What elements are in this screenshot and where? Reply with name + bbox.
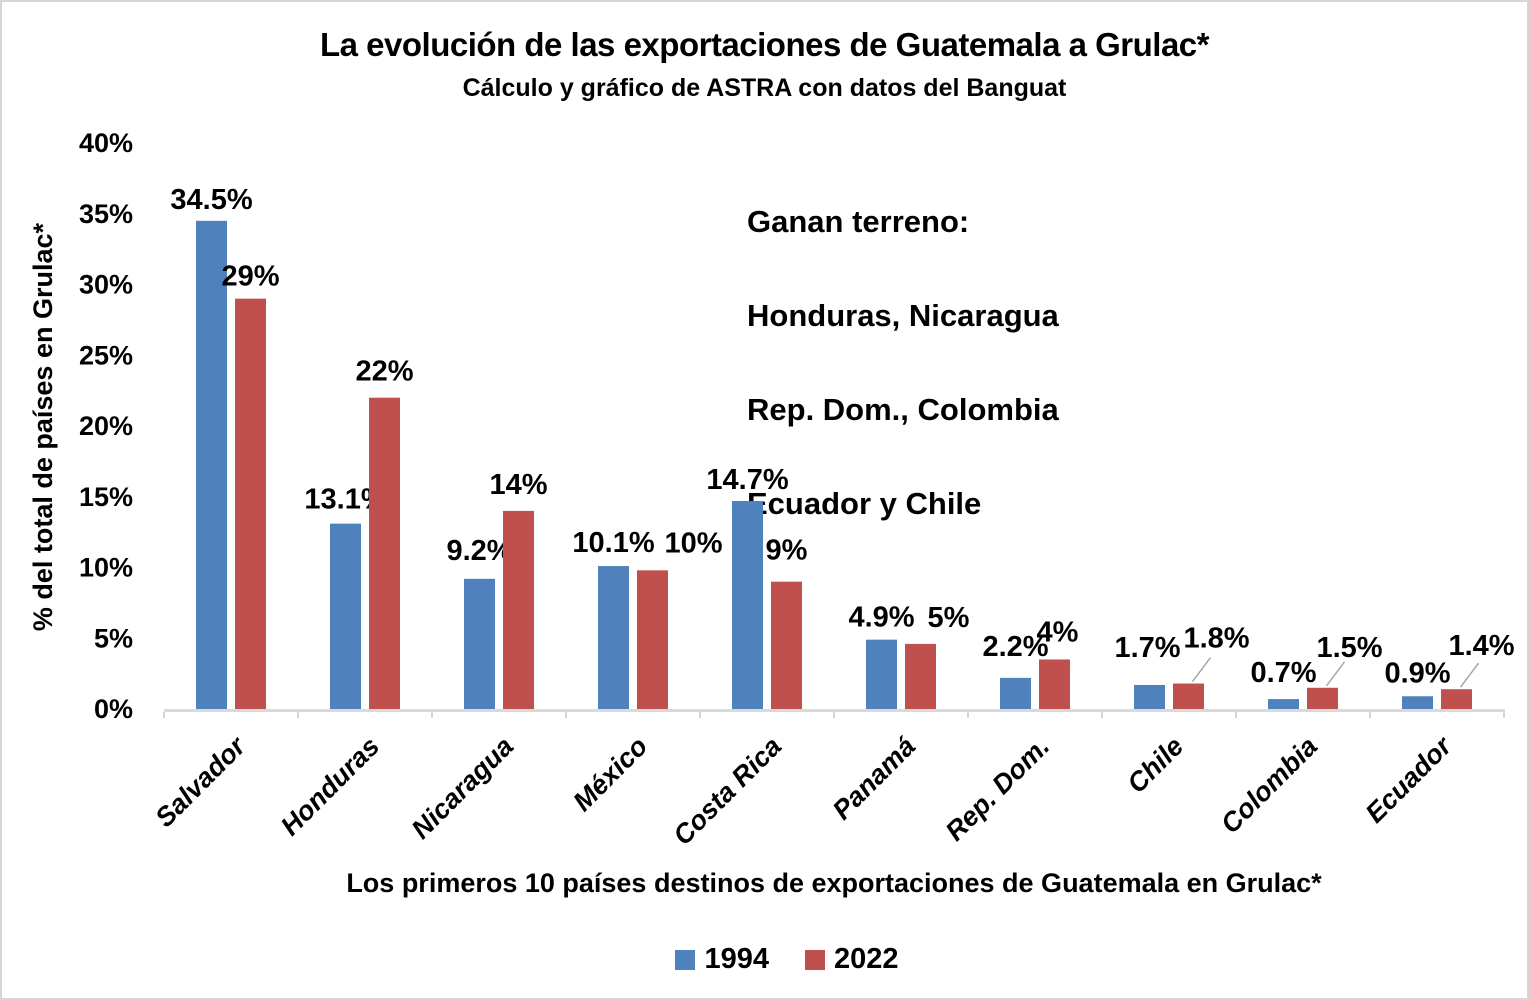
category-label-rep-dom: Rep. Dom. [940,731,1056,847]
y-tick-label-30pct: 30% [79,270,133,300]
legend-swatch-1994 [675,949,696,970]
category-label-salvador: Salvador [149,730,252,833]
legend-swatch-2022 [805,949,825,970]
value-label-1994-rep-dom: 2.2% [982,631,1048,663]
bar-2022-rep-dom [1039,659,1070,709]
value-label-1994-chile: 1.7% [1114,632,1180,664]
bar-2022-nicaragua [503,510,534,709]
annotation-line-2: Honduras, Nicaragua [747,298,1059,333]
value-label-2022-honduras: 22% [355,356,413,388]
chart-title: La evolución de las exportaciones de Gua… [319,26,1210,63]
bar-2022-panam [905,643,936,709]
bar-2022-costa-rica [771,581,802,709]
y-tick-label-5pct: 5% [94,623,133,653]
category-label-ecuador: Ecuador [1360,730,1459,829]
category-label-honduras: Honduras [275,731,385,841]
y-tick-label-25pct: 25% [79,340,133,370]
annotation-line-4: Ecuador y Chile [747,486,982,521]
value-label-1994-ecuador: 0.9% [1384,657,1450,689]
bar-1994-chile [1134,684,1165,709]
category-label-chile: Chile [1121,731,1189,799]
y-tick-label-10pct: 10% [79,553,133,583]
value-label-2022-ecuador: 1.4% [1448,630,1514,662]
legend: 1994 2022 [2,943,1527,976]
value-label-1994-salvador: 34.5% [170,184,252,216]
legend-label-2022: 2022 [834,943,899,975]
bar-1994-rep-dom [1000,677,1031,709]
annotation-line-1: Ganan terreno: [747,204,970,239]
y-tick-label-35pct: 35% [79,199,133,229]
value-label-1994-colombia: 0.7% [1250,657,1316,689]
chart-subtitle: Cálculo y gráfico de ASTRA con datos del… [462,74,1067,102]
bar-1994-honduras [330,523,361,709]
y-tick-label-20pct: 20% [79,411,133,441]
value-label-2022-chile: 1.8% [1183,623,1249,655]
value-label-2022-costa-rica: 9% [766,535,808,567]
legend-label-1994: 1994 [704,943,769,975]
legend-item-2022: 2022 [805,943,899,976]
leader-line-chile [1191,657,1212,682]
bar-2022-salvador [235,298,266,709]
value-label-1994-m-xico: 10.1% [572,527,654,559]
bar-2022-m-xico [637,570,668,709]
plot-area: 0%5%10%15%20%25%30%35%40%34.5%13.1%9.2% 1… [79,128,1515,851]
bar-1994-m-xico [598,566,629,709]
value-label-2022-m-xico: 10% [664,527,722,559]
value-label-1994-panam: 4.9% [848,602,914,634]
bar-1994-salvador [196,220,227,709]
category-label-panam: Panamá [827,731,921,825]
x-axis-title: Los primeros 10 países destinos de expor… [346,868,1322,898]
bar-2022-honduras [369,397,400,709]
leader-line-ecuador [1459,662,1480,688]
bar-2022-chile [1173,683,1204,709]
category-label-nicaragua: Nicaragua [406,731,520,845]
bar-1994-colombia [1268,699,1299,709]
bar-1994-panam [866,639,897,709]
category-label-costa-rica: Costa Rica [667,731,787,851]
leader-line-colombia [1325,661,1346,687]
y-tick-label-15pct: 15% [79,482,133,512]
value-label-2022-rep-dom: 4% [1037,616,1079,648]
value-label-2022-panam: 5% [928,602,970,634]
category-label-colombia: Colombia [1215,731,1323,839]
value-label-2022-salvador: 29% [221,261,279,293]
bar-1994-nicaragua [464,578,495,709]
annotation-line-3: Rep. Dom., Colombia [747,392,1059,427]
bar-2022-colombia [1307,687,1338,709]
y-tick-label-40pct: 40% [79,128,133,158]
value-label-1994-nicaragua: 9.2% [446,535,512,567]
value-label-2022-colombia: 1.5% [1316,632,1382,664]
bar-1994-ecuador [1402,696,1433,709]
y-tick-label-0pct: 0% [94,694,133,724]
legend-item-1994: 1994 [675,943,769,976]
value-label-2022-nicaragua: 14% [489,469,547,501]
bar-2022-ecuador [1441,689,1472,709]
category-label-m-xico: México [567,731,653,817]
value-label-1994-costa-rica: 14.7% [706,464,788,496]
annotation-block: Ganan terreno: Honduras, Nicaragua Rep. … [747,198,1059,527]
bar-1994-costa-rica [732,500,763,709]
